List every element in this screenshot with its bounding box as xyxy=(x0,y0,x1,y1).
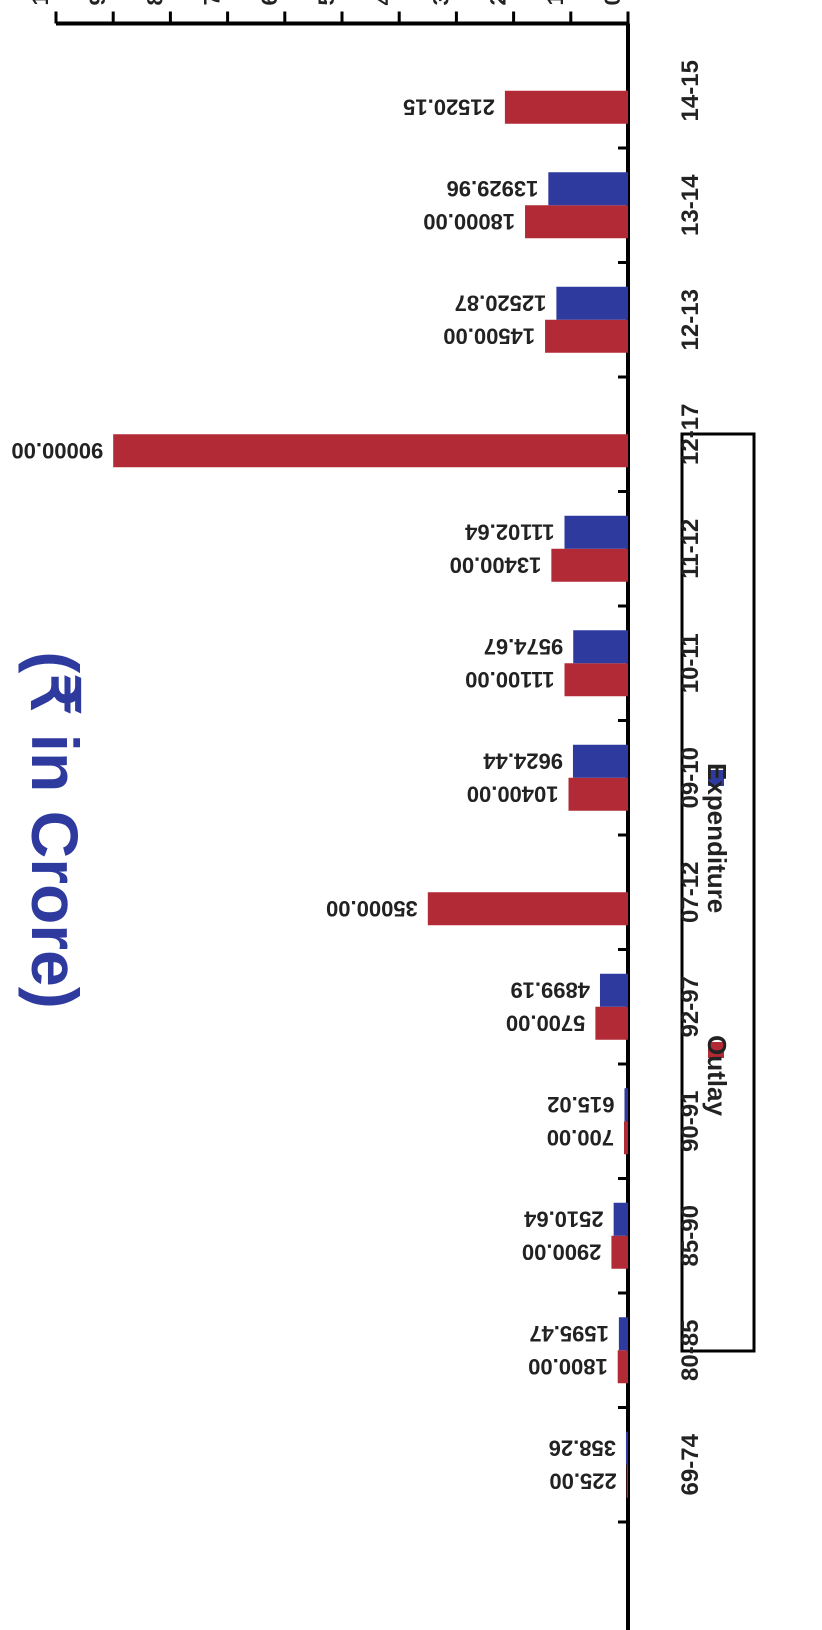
plot-area: (₹ in Crore) Outlay Expenditure 0.00 1000… xyxy=(11,0,756,1630)
chart-title: (₹ in Crore) xyxy=(18,651,92,1008)
bar-outlay xyxy=(611,1235,628,1269)
data-label-outlay: 13400.00 xyxy=(450,552,542,577)
bar-expenditure xyxy=(548,172,628,206)
data-label-outlay: 10400.00 xyxy=(467,781,559,806)
legend: Outlay Expenditure xyxy=(680,432,756,1353)
bar-outlay xyxy=(113,434,628,468)
bar-expenditure xyxy=(613,1202,628,1236)
value-tick-label: 40000.00 xyxy=(371,0,396,6)
bar-outlay xyxy=(551,548,628,582)
legend-swatch-expenditure xyxy=(708,770,724,786)
data-label-expenditure: 4899.19 xyxy=(510,977,590,1002)
category-label: 85-90 xyxy=(677,1205,704,1266)
legend-box xyxy=(680,432,756,1353)
bar-outlay xyxy=(568,777,628,811)
data-label-outlay: 2900.00 xyxy=(522,1239,602,1264)
bar-expenditure xyxy=(625,1431,628,1465)
value-tick-label: 80000.00 xyxy=(142,0,167,6)
category-label: 12-17 xyxy=(677,404,704,465)
value-tick-label: 10000.00 xyxy=(543,0,568,6)
bars xyxy=(113,90,628,1498)
value-tick-label: 60000.00 xyxy=(257,0,282,6)
value-tick-label: 100000.00 xyxy=(28,0,53,6)
bar-expenditure xyxy=(624,1088,628,1122)
category-label: 10-11 xyxy=(677,633,704,693)
category-label: 80-85 xyxy=(677,1320,704,1381)
bar-expenditure xyxy=(564,515,628,549)
bar-outlay xyxy=(504,90,628,124)
category-label: 12-13 xyxy=(677,289,704,350)
category-label: 07-12 xyxy=(677,862,704,923)
data-label-expenditure: 615.02 xyxy=(547,1092,614,1117)
data-label-outlay: 5700.00 xyxy=(506,1010,586,1035)
value-tick-label: 0.00 xyxy=(600,0,625,6)
value-tick-label: 70000.00 xyxy=(200,0,225,6)
legend-label-outlay: Outlay xyxy=(702,1035,732,1116)
data-label-outlay: 1800.00 xyxy=(528,1354,608,1379)
bar-expenditure xyxy=(572,744,628,778)
data-label-outlay: 35000.00 xyxy=(326,896,418,921)
value-tick-label: 20000.00 xyxy=(486,0,511,6)
legend-item-expenditure: Expenditure xyxy=(702,763,732,913)
data-label-expenditure: 1595.47 xyxy=(529,1321,609,1346)
axes: 0.00 10000.00 20000.00 30000.00 40000.00 5000… xyxy=(28,0,704,1630)
bar-outlay xyxy=(564,663,628,697)
data-label-outlay: 700.00 xyxy=(547,1125,614,1150)
value-tick-label: 50000.00 xyxy=(314,0,339,6)
category-label: 14-15 xyxy=(677,60,704,121)
bar-expenditure xyxy=(599,973,628,1007)
legend-item-outlay: Outlay xyxy=(702,1035,732,1116)
category-label: 13-14 xyxy=(677,174,704,236)
data-label-expenditure: 11102.64 xyxy=(464,519,554,544)
category-label: 90-91 xyxy=(677,1091,704,1152)
data-label-expenditure: 13929.96 xyxy=(447,176,539,201)
data-label-expenditure: 2510.64 xyxy=(523,1206,603,1231)
value-tick-label: 90000.00 xyxy=(85,0,110,6)
bar-outlay xyxy=(525,205,628,239)
data-label-expenditure: 9624.44 xyxy=(483,748,563,773)
category-label: 09-10 xyxy=(677,747,704,808)
data-label-outlay: 90000.00 xyxy=(11,438,103,463)
data-label-outlay: 11100.00 xyxy=(465,667,554,692)
bar-expenditure xyxy=(573,630,628,664)
value-tick-label: 30000.00 xyxy=(428,0,453,6)
bar-outlay xyxy=(617,1350,628,1384)
data-label-expenditure: 12520.87 xyxy=(455,290,547,315)
data-label-outlay: 14500.00 xyxy=(443,323,535,348)
bar-outlay xyxy=(545,319,628,353)
data-label-outlay: 225.00 xyxy=(549,1468,616,1493)
category-label: 11-12 xyxy=(677,519,704,579)
data-label-expenditure: 9574.67 xyxy=(484,634,564,659)
data-label-outlay: 18000.00 xyxy=(423,209,515,234)
legend-label-expenditure: Expenditure xyxy=(702,763,732,913)
bar-outlay xyxy=(595,1006,628,1040)
bar-expenditure xyxy=(556,286,628,320)
bar-expenditure xyxy=(618,1317,628,1351)
data-label-expenditure: 358.26 xyxy=(549,1435,616,1460)
data-labels: 225.00 358.26 1800.00 1595.47 2900.00 2510.64… xyxy=(11,94,616,1493)
bar-outlay xyxy=(427,892,628,926)
legend-swatch-outlay xyxy=(708,1042,724,1058)
bar-outlay xyxy=(626,1464,628,1498)
bar-outlay xyxy=(623,1121,628,1155)
category-label: 69-74 xyxy=(677,1433,704,1495)
data-label-outlay: 21520.15 xyxy=(403,94,495,119)
category-label: 92-97 xyxy=(677,976,704,1037)
